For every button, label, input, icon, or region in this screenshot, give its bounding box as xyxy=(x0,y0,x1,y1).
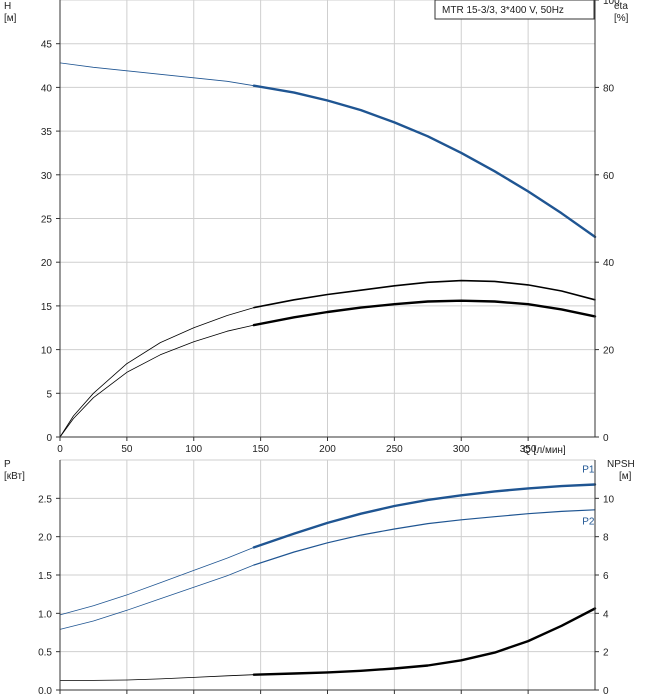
legend-text: MTR 15-3/3, 3*400 V, 50Hz xyxy=(442,5,564,16)
x-tick-label: 350 xyxy=(520,444,537,455)
series-line xyxy=(252,299,597,327)
bottom-y2-unit: [м] xyxy=(619,471,632,482)
series-line xyxy=(252,84,597,239)
y-tick-label: 30 xyxy=(41,171,53,182)
series-line xyxy=(252,483,597,549)
curve-label: P2 xyxy=(582,516,595,527)
y-tick-label: 5 xyxy=(46,389,52,400)
top-y2-label: eta xyxy=(614,1,628,12)
y2-tick-label: 20 xyxy=(603,346,615,357)
series-line xyxy=(253,279,596,309)
y-tick-label: 2.0 xyxy=(38,533,52,544)
series-line xyxy=(59,547,255,616)
y-tick-label: 25 xyxy=(41,215,53,226)
x-tick-label: 100 xyxy=(185,444,202,455)
top-panel: 0 5 10 15 20 25 30 35 40 45 0 20 40 60 80 100 0 50 100 150 2… xyxy=(4,0,629,456)
top-y-label: H xyxy=(4,1,11,12)
series-line xyxy=(59,62,255,87)
bottom-axes: 0.0 0.5 1.0 1.5 2.0 2.5 0 2 4 6 8 10 xyxy=(38,460,615,697)
y-tick-label: 20 xyxy=(41,258,53,269)
y2-tick-label: 10 xyxy=(603,494,615,505)
bottom-curve-labels: P1 P2 xyxy=(582,464,595,527)
top-series xyxy=(59,62,597,438)
curve-label: P1 xyxy=(582,464,595,475)
bottom-y2-label: NPSH xyxy=(607,459,635,470)
y-tick-label: 1.0 xyxy=(38,609,52,620)
bottom-y-label: P xyxy=(4,459,11,470)
y-tick-label: 45 xyxy=(41,40,53,51)
top-y2-unit: [%] xyxy=(614,13,629,24)
y2-tick-label: 8 xyxy=(603,533,609,544)
y2-tick-label: 6 xyxy=(603,571,609,582)
y2-tick-label: 40 xyxy=(603,258,615,269)
y-tick-label: 0.0 xyxy=(38,686,52,697)
x-tick-label: 50 xyxy=(121,444,133,455)
x-tick-label: 0 xyxy=(57,444,63,455)
y2-tick-label: 100 xyxy=(603,0,620,7)
y-tick-label: 35 xyxy=(41,127,53,138)
series-line xyxy=(253,509,596,566)
series-line xyxy=(59,307,255,438)
bottom-grid xyxy=(60,459,596,690)
y-tick-label: 2.5 xyxy=(38,494,52,505)
x-tick-label: 150 xyxy=(252,444,269,455)
y-tick-label: 15 xyxy=(41,302,53,313)
bottom-series xyxy=(59,483,597,681)
y-tick-label: 1.5 xyxy=(38,571,52,582)
bottom-panel: 0.0 0.5 1.0 1.5 2.0 2.5 0 2 4 6 8 10 P [кВт] NPSH [… xyxy=(4,459,635,697)
x-tick-label: 250 xyxy=(386,444,403,455)
y2-tick-label: 2 xyxy=(603,648,609,659)
series-line xyxy=(252,607,597,676)
top-x-label: Q [л/мин] xyxy=(523,445,566,456)
series-line xyxy=(59,674,255,681)
y-tick-label: 10 xyxy=(41,346,53,357)
y2-tick-label: 60 xyxy=(603,171,615,182)
y-tick-label: 0.5 xyxy=(38,648,52,659)
top-grid xyxy=(60,0,596,437)
series-line xyxy=(59,564,255,630)
y2-tick-label: 4 xyxy=(603,609,609,620)
series-line xyxy=(59,324,255,438)
y-tick-label: 0 xyxy=(46,433,52,444)
top-axes: 0 5 10 15 20 25 30 35 40 45 0 20 40 60 80 100 0 50 100 150 2… xyxy=(41,0,620,455)
legend-box: MTR 15-3/3, 3*400 V, 50Hz xyxy=(434,0,595,20)
y-tick-label: 40 xyxy=(41,83,53,94)
bottom-y-unit: [кВт] xyxy=(4,471,25,482)
y2-tick-label: 80 xyxy=(603,83,615,94)
x-tick-label: 200 xyxy=(319,444,336,455)
top-y-unit: [м] xyxy=(4,13,17,24)
x-tick-label: 300 xyxy=(453,444,470,455)
y2-tick-label: 0 xyxy=(603,433,609,444)
y2-tick-label: 0 xyxy=(603,686,609,697)
